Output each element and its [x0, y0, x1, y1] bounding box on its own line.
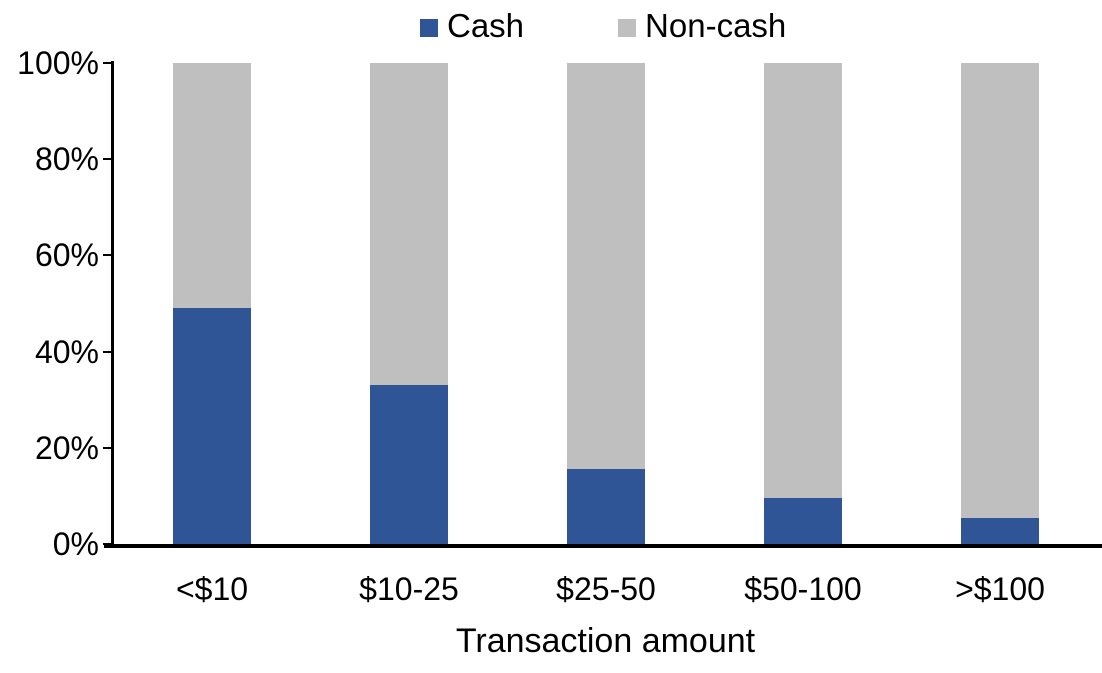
y-axis-tick-label: 80%	[34, 141, 99, 178]
bar-cash-4	[960, 517, 1039, 544]
y-axis-tick	[103, 158, 113, 161]
y-axis-tick	[103, 62, 113, 64]
x-axis-tick-label: >$100	[955, 571, 1045, 607]
bar-cash-2	[566, 469, 645, 544]
bar-cash-0	[172, 308, 251, 544]
y-axis-tick-label: 0%	[52, 526, 99, 562]
bar-noncash-4	[960, 63, 1039, 518]
x-axis-tick-label: $10-25	[359, 571, 459, 607]
y-axis-tick	[103, 543, 113, 545]
legend-label-cash: Cash	[447, 7, 525, 44]
x-axis-tick-label: $50-100	[744, 571, 862, 607]
legend-label-noncash: Non-cash	[645, 7, 787, 44]
y-axis-tick-label: 20%	[34, 429, 99, 466]
legend: Cash Non-cash	[420, 8, 786, 44]
legend-item-cash: Cash	[420, 8, 524, 44]
y-axis-tick-label: 100%	[17, 45, 99, 81]
bar-cash-1	[369, 385, 448, 544]
y-axis-tick	[103, 446, 113, 449]
y-axis-line	[111, 61, 114, 548]
y-axis-tick	[103, 350, 113, 353]
y-axis-tick	[103, 254, 113, 257]
noncash-swatch-icon	[618, 18, 637, 37]
x-axis-tick-label: <$10	[175, 571, 249, 607]
bar-cash-3	[763, 498, 842, 544]
bar-noncash-3	[763, 63, 842, 499]
cash-swatch-icon	[420, 18, 438, 37]
y-axis-tick-label: 60%	[34, 237, 99, 274]
x-axis-tick-label: $25-50	[556, 571, 656, 607]
bar-noncash-1	[369, 63, 448, 386]
x-axis-title: Transaction amount	[455, 622, 756, 660]
bar-noncash-2	[566, 63, 645, 470]
bar-noncash-0	[172, 63, 251, 309]
legend-item-noncash: Non-cash	[618, 8, 786, 44]
y-axis-tick-label: 40%	[34, 333, 99, 370]
x-axis-line	[104, 544, 1102, 548]
